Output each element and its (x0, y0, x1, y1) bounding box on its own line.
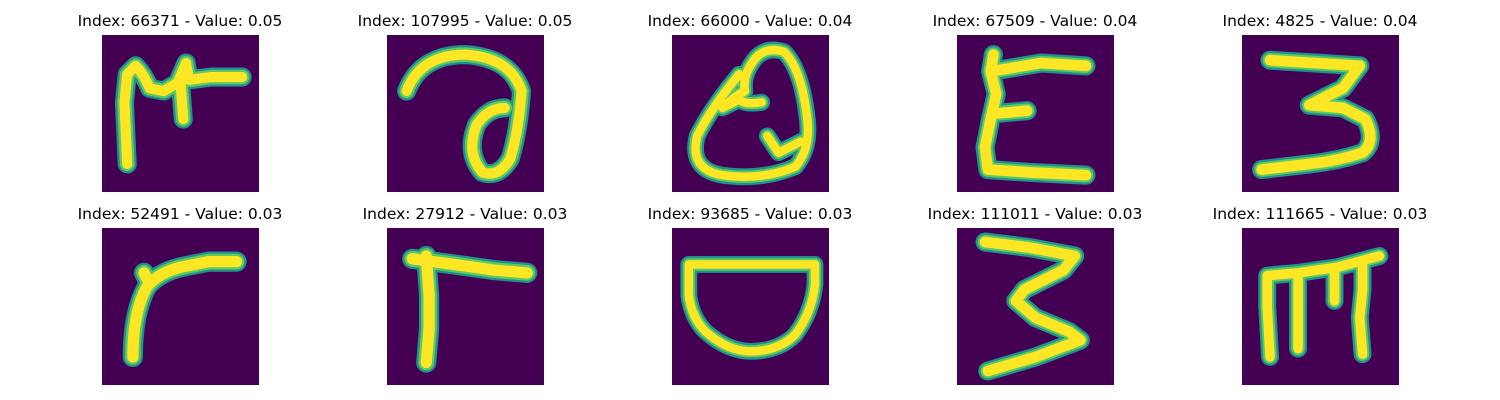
cell-title: Index: 107995 - Value: 0.05 (357, 12, 573, 30)
glyph-d-bowl (672, 228, 829, 385)
glyph-r-angle (387, 228, 544, 385)
grid-cell: Index: 107995 - Value: 0.05 (355, 11, 575, 201)
grid-cell: Index: 27912 - Value: 0.03 (355, 204, 575, 394)
grid-cell: Index: 66000 - Value: 0.04 (640, 11, 860, 201)
cell-title: Index: 111665 - Value: 0.03 (1212, 205, 1428, 223)
grid-cell: Index: 93685 - Value: 0.03 (640, 204, 860, 394)
cell-title: Index: 27912 - Value: 0.03 (362, 205, 568, 223)
glyph-r-curve (102, 228, 259, 385)
grid-cell: Index: 4825 - Value: 0.04 (1210, 11, 1430, 201)
glyph-3-flat (1242, 35, 1399, 192)
cell-title: Index: 111011 - Value: 0.03 (927, 205, 1143, 223)
cell-title: Index: 4825 - Value: 0.04 (1222, 12, 1418, 30)
cell-title: Index: 52491 - Value: 0.03 (77, 205, 283, 223)
cell-title: Index: 93685 - Value: 0.03 (647, 205, 853, 223)
cell-title: Index: 66000 - Value: 0.04 (647, 12, 853, 30)
cell-title: Index: 67509 - Value: 0.04 (932, 12, 1138, 30)
grid-cell: Index: 52491 - Value: 0.03 (70, 204, 290, 394)
glyph-q-loop (672, 35, 829, 192)
grid-cell: Index: 67509 - Value: 0.04 (925, 11, 1145, 201)
grid-cell: Index: 111011 - Value: 0.03 (925, 204, 1145, 394)
cell-title: Index: 66371 - Value: 0.05 (77, 12, 283, 30)
glyph-e (957, 35, 1114, 192)
glyph-3-wide (957, 228, 1114, 385)
glyph-a-loop (387, 35, 544, 192)
grid-cell: Index: 111665 - Value: 0.03 (1210, 204, 1430, 394)
glyph-m-star (102, 35, 259, 192)
glyph-m-bars (1242, 228, 1399, 385)
grid-cell: Index: 66371 - Value: 0.05 (70, 11, 290, 201)
